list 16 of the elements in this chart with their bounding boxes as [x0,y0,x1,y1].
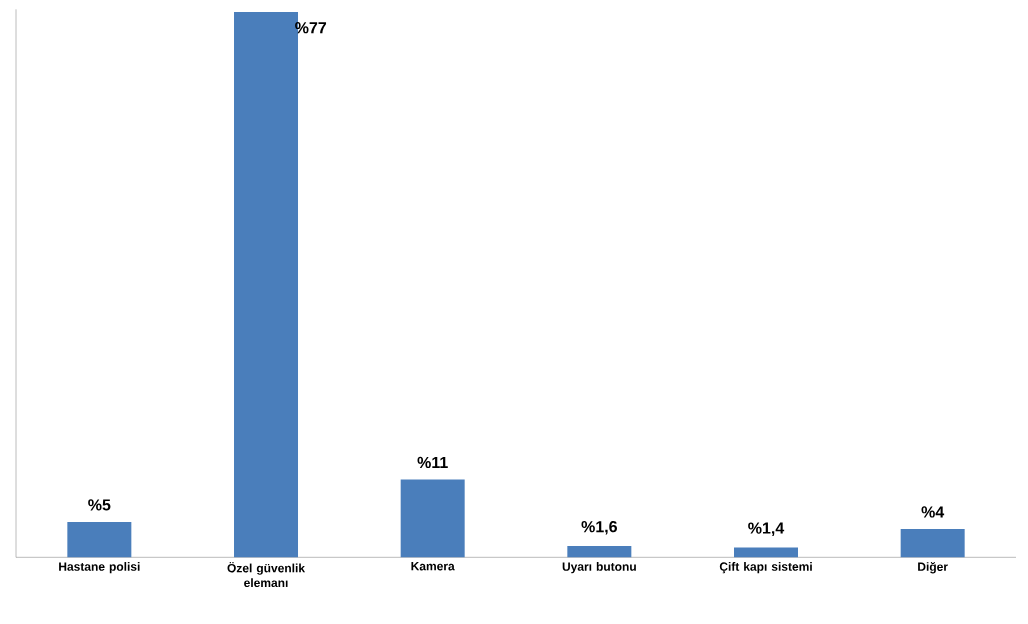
x-tick-label: Çift kapı sistemi [719,562,812,574]
bar [400,479,465,558]
x-tick-label: Kamera [411,562,455,571]
data-label: %1,6 [581,520,617,535]
x-tick-label: Uyarı butonu [562,562,636,574]
bar [900,528,965,558]
bar [67,521,132,558]
data-label: %4 [921,506,945,518]
x-tick-label: Hastane polisi [59,562,140,574]
data-label: %1,4 [748,522,785,537]
x-tick-label: Diğer [918,562,948,574]
x-tick-label: Özel güvenlik elemanı [227,562,306,588]
data-label: %11 [417,456,448,469]
data-label: %5 [88,499,111,511]
bar [567,545,632,558]
bar [734,547,798,558]
